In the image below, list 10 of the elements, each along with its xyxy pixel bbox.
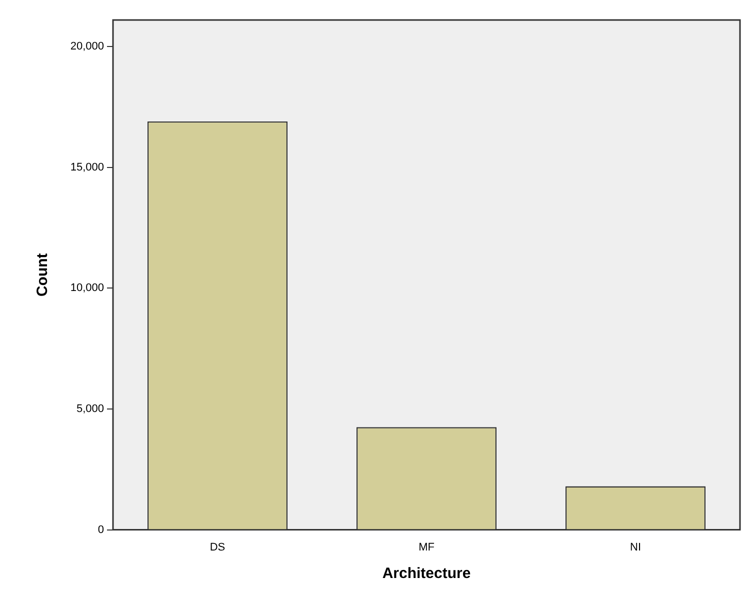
x-tick-label: MF — [418, 541, 435, 554]
y-tick-label: 20,000 — [70, 40, 104, 53]
y-tick-label: 0 — [98, 524, 104, 536]
x-tick-label: NI — [630, 541, 641, 554]
y-axis-title: Count — [34, 253, 52, 297]
y-tick-label: 15,000 — [70, 161, 104, 174]
x-axis-title: Architecture — [382, 565, 471, 582]
y-tick-label: 10,000 — [70, 282, 104, 294]
y-tick-label: 5,000 — [76, 403, 104, 416]
x-tick-label: DS — [210, 541, 226, 554]
